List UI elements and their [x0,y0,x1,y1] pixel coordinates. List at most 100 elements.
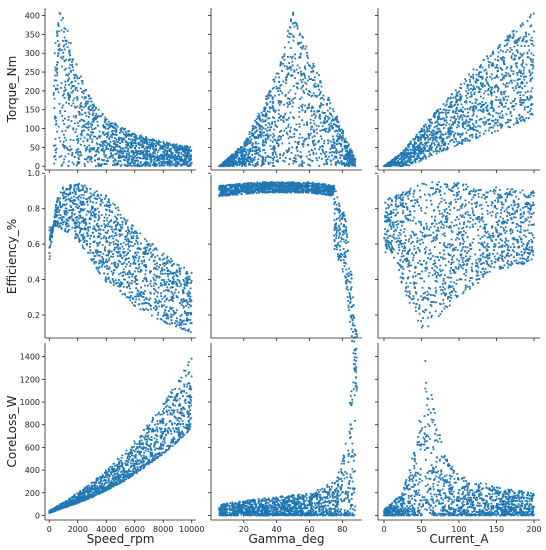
data-point [488,118,491,121]
data-point [332,158,335,161]
data-point [129,232,132,235]
data-point [460,83,462,86]
data-point [232,154,235,157]
data-point [86,148,88,151]
data-point [118,153,121,156]
data-point [257,112,260,115]
data-point [111,125,114,128]
data-point [154,298,157,300]
data-point [470,106,472,109]
data-point [106,265,108,267]
data-point [320,152,322,155]
data-point [312,141,314,143]
data-point [342,134,344,137]
data-point [156,157,159,160]
data-point [160,164,163,167]
data-point [328,126,331,129]
data-point [86,188,88,191]
data-point [102,237,105,239]
data-point [74,193,77,196]
data-point [292,85,295,87]
data-point [80,105,83,108]
data-point [500,126,503,129]
data-point [405,151,408,154]
data-point [229,157,232,160]
data-point [139,157,142,160]
data-point [91,124,94,126]
data-point [327,142,330,145]
data-point [60,19,63,22]
data-point [254,153,256,155]
data-point [487,88,490,90]
data-point [117,240,119,243]
data-point [331,115,334,118]
data-point [492,107,495,110]
data-point [512,70,515,73]
data-point [432,132,435,135]
data-point [74,199,77,202]
data-point [299,163,302,166]
data-point [412,160,414,163]
data-point [314,82,317,85]
data-point [420,127,423,130]
data-point [264,139,267,142]
data-point [491,104,494,107]
data-point [313,139,316,142]
data-point [459,99,462,102]
data-point [79,137,82,140]
data-point [335,143,338,145]
data-point [297,82,299,85]
data-point [139,135,141,138]
data-point [154,163,156,165]
data-point [513,54,516,57]
data-point [323,120,326,123]
data-point [121,223,124,226]
data-point [133,156,135,159]
data-point [90,108,93,111]
data-point [168,157,171,160]
data-point [523,66,526,69]
data-point [82,125,85,128]
data-point [57,91,60,94]
data-point [301,47,304,50]
data-point [264,152,267,154]
data-point [70,196,73,199]
data-point [475,136,478,139]
data-point [491,77,493,80]
data-point [298,42,301,45]
data-point [90,100,93,103]
data-point [428,152,431,155]
data-point [529,113,532,116]
data-point [121,150,123,152]
data-point [423,148,426,151]
data-point [58,30,60,33]
data-point [133,153,135,155]
data-point [79,133,82,136]
data-point [409,157,412,160]
data-point [481,84,484,87]
data-point [298,116,301,118]
data-point [473,105,476,107]
data-point [386,163,389,166]
data-point [74,116,77,119]
data-point [265,98,268,100]
data-point [105,146,108,149]
data-point [491,53,494,56]
data-point [78,161,81,164]
data-point [90,123,92,125]
data-point [111,273,114,276]
data-point [81,202,84,205]
data-point [398,164,401,166]
data-point [272,106,274,109]
data-point [236,161,239,164]
data-point [305,82,308,85]
data-point [446,121,448,124]
data-point [259,119,261,121]
data-point [521,102,524,105]
data-point [319,106,321,109]
data-point [103,216,106,219]
data-point [189,322,192,325]
data-point [111,136,113,139]
data-point [82,185,85,188]
data-point [139,248,142,251]
